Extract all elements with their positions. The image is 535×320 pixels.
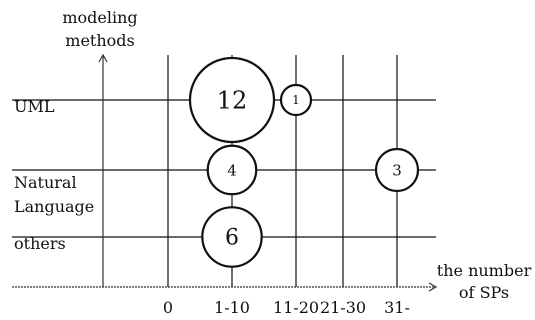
bubble bbox=[188, 56, 276, 144]
y-tick-label: others bbox=[14, 234, 66, 253]
bubble bbox=[279, 83, 313, 117]
y-axis-title-line: methods bbox=[65, 31, 134, 50]
bubble-label: 6 bbox=[225, 226, 239, 251]
y-tick-label: UML bbox=[14, 97, 55, 116]
bubble-label: 4 bbox=[227, 161, 237, 179]
x-axis-title-line: of SPs bbox=[459, 283, 509, 302]
x-tick-label: 1-10 bbox=[214, 298, 250, 317]
x-axis-arrow bbox=[428, 282, 438, 292]
y-axis-arrow bbox=[98, 53, 108, 63]
bubble bbox=[201, 206, 263, 268]
x-tick-label: 21-30 bbox=[320, 298, 366, 317]
x-tick-label: 31- bbox=[384, 298, 410, 317]
bubble-label: 12 bbox=[217, 86, 248, 114]
bubble-label: 3 bbox=[392, 161, 402, 179]
x-tick-label: 11-20 bbox=[273, 298, 319, 317]
bubble-label: 1 bbox=[292, 93, 300, 107]
y-axis-title-line: modeling bbox=[62, 8, 137, 27]
y-tick-label: Language bbox=[14, 197, 94, 216]
bubble bbox=[374, 147, 420, 193]
x-tick-label: 0 bbox=[163, 298, 173, 317]
bubble bbox=[206, 144, 258, 196]
x-axis-title-line: the number bbox=[437, 261, 532, 280]
y-tick-label: Natural bbox=[14, 173, 77, 192]
